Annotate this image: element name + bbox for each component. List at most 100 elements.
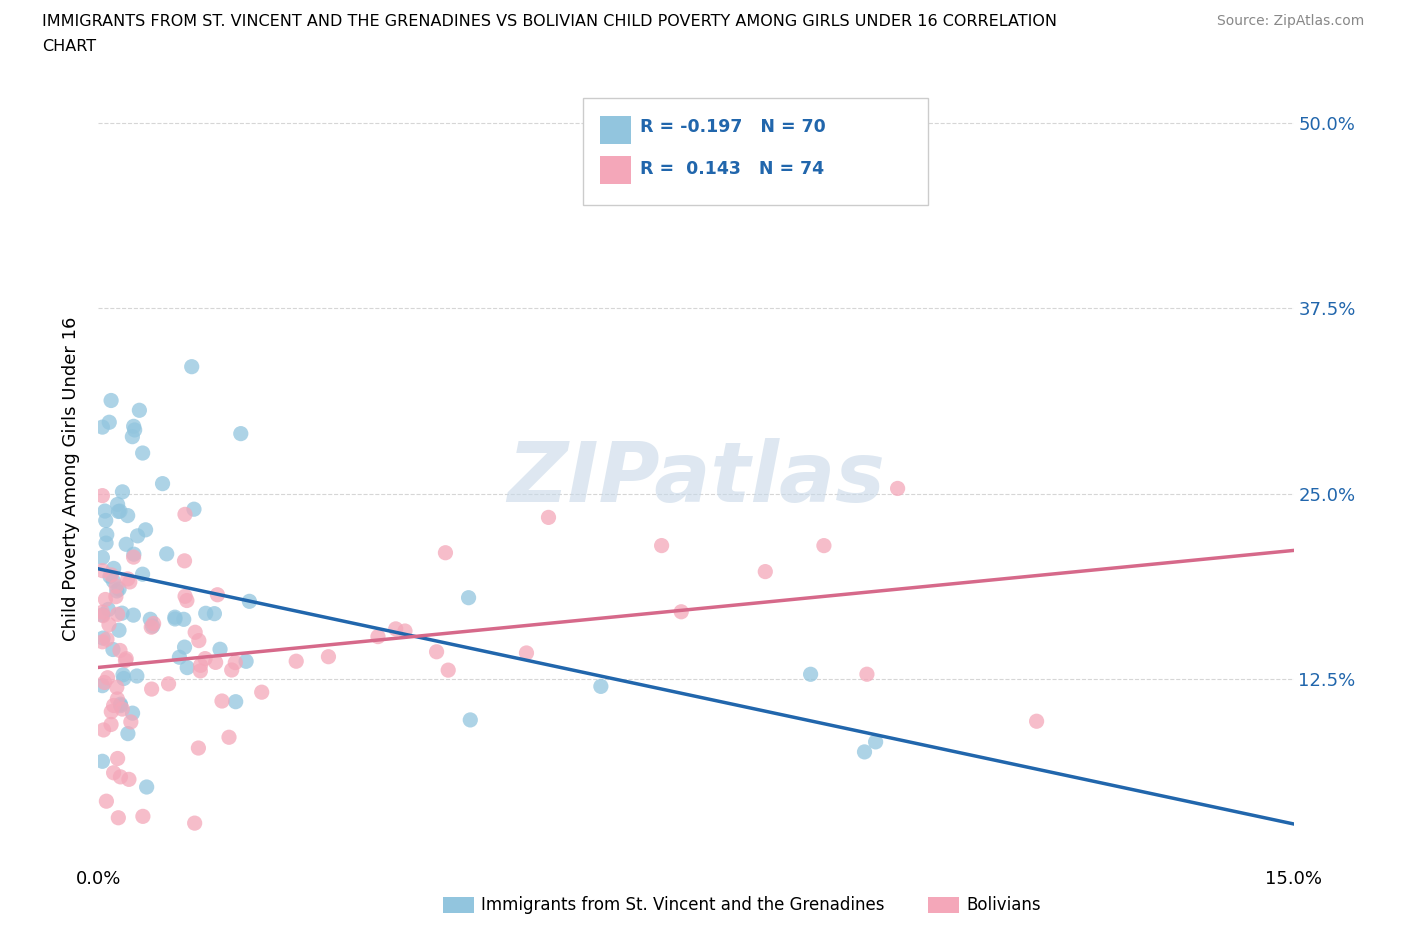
Point: [141, 619, 163, 634]
Text: R =  0.143   N = 74: R = 0.143 N = 74: [640, 160, 824, 179]
Point: [124, 422, 146, 437]
Point: [105, 680, 128, 695]
Point: [856, 667, 879, 682]
Point: [174, 589, 197, 604]
Point: [187, 633, 209, 648]
Point: [91, 551, 114, 565]
Point: [367, 630, 389, 644]
Point: [211, 694, 233, 709]
Point: [98, 415, 121, 430]
Point: [285, 654, 308, 669]
Point: [238, 594, 260, 609]
Point: [515, 645, 537, 660]
Y-axis label: Child Poverty Among Girls Under 16: Child Poverty Among Girls Under 16: [62, 317, 80, 641]
Text: IMMIGRANTS FROM ST. VINCENT AND THE GRENADINES VS BOLIVIAN CHILD POVERTY AMONG G: IMMIGRANTS FROM ST. VINCENT AND THE GREN…: [42, 14, 1057, 29]
Point: [97, 671, 120, 685]
Point: [152, 476, 174, 491]
Point: [108, 581, 131, 596]
Point: [104, 590, 127, 604]
Point: [98, 618, 121, 632]
Point: [93, 675, 115, 690]
Point: [142, 618, 165, 633]
Point: [218, 730, 240, 745]
Point: [100, 567, 122, 582]
Point: [886, 481, 908, 496]
Point: [94, 592, 117, 607]
Point: [107, 810, 129, 825]
Point: [111, 701, 134, 716]
Point: [91, 488, 114, 503]
Point: [91, 631, 114, 645]
Point: [142, 616, 165, 631]
Point: [169, 650, 191, 665]
Point: [183, 502, 205, 517]
Point: [100, 717, 122, 732]
Point: [173, 612, 195, 627]
Point: [100, 393, 122, 408]
Point: [111, 605, 134, 620]
Point: [457, 591, 479, 605]
Point: [93, 723, 115, 737]
Point: [117, 571, 139, 586]
Point: [103, 561, 125, 576]
Point: [207, 588, 229, 603]
Point: [671, 604, 693, 619]
Point: [127, 528, 149, 543]
Point: [458, 712, 481, 727]
Point: [105, 692, 128, 707]
Point: [121, 430, 143, 445]
Point: [96, 794, 118, 809]
Point: [122, 418, 145, 433]
Point: [853, 744, 876, 759]
Point: [94, 504, 117, 519]
Point: [209, 642, 232, 657]
Point: [121, 706, 143, 721]
Point: [141, 682, 163, 697]
Point: [156, 547, 179, 562]
Point: [120, 714, 142, 729]
Point: [108, 643, 131, 658]
Point: [107, 751, 129, 766]
Point: [173, 640, 195, 655]
Point: [183, 816, 205, 830]
Point: [194, 605, 217, 620]
Point: [800, 667, 823, 682]
Point: [107, 504, 129, 519]
Point: [91, 634, 114, 649]
Point: [437, 663, 460, 678]
Point: [176, 660, 198, 675]
Point: [139, 612, 162, 627]
Point: [94, 513, 117, 528]
Text: Source: ZipAtlas.com: Source: ZipAtlas.com: [1216, 14, 1364, 28]
Point: [250, 684, 273, 699]
Point: [91, 564, 114, 578]
Point: [157, 676, 180, 691]
Point: [174, 507, 197, 522]
Point: [224, 655, 246, 670]
Point: [91, 604, 114, 619]
Point: [110, 769, 132, 784]
Point: [180, 359, 202, 374]
Point: [91, 607, 114, 622]
Point: [235, 654, 257, 669]
Point: [115, 537, 138, 551]
Point: [110, 697, 132, 711]
Point: [118, 772, 141, 787]
Point: [754, 565, 776, 579]
Point: [394, 624, 416, 639]
Point: [589, 679, 612, 694]
Point: [101, 642, 124, 657]
Point: [115, 651, 138, 666]
Text: R = -0.197   N = 70: R = -0.197 N = 70: [640, 118, 825, 137]
Point: [91, 754, 114, 769]
Point: [163, 612, 186, 627]
Point: [434, 545, 457, 560]
Point: [651, 538, 673, 553]
Point: [96, 527, 118, 542]
Text: Immigrants from St. Vincent and the Grenadines: Immigrants from St. Vincent and the Gren…: [481, 896, 884, 914]
Point: [131, 566, 153, 581]
Point: [128, 403, 150, 418]
Point: [384, 621, 406, 636]
Point: [229, 426, 252, 441]
Point: [426, 644, 449, 659]
